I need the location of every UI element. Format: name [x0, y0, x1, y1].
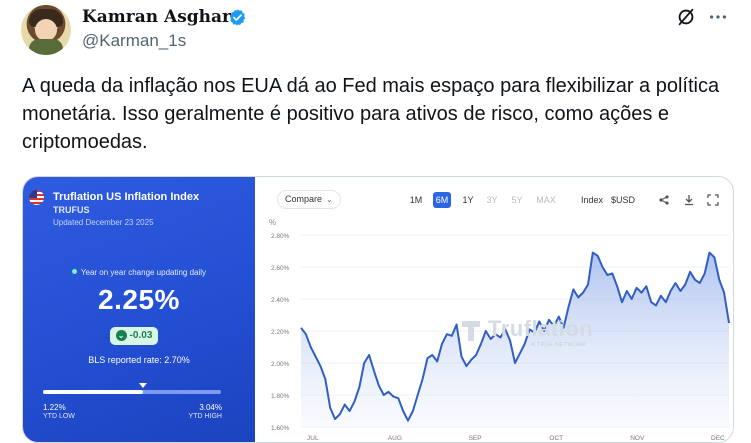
x-tick-label: SEP [469, 435, 482, 442]
x-tick-label: AUG [388, 435, 402, 442]
range-max[interactable]: MAX [536, 195, 556, 205]
index-title: Truflation US Inflation Index [53, 191, 200, 203]
change-badge: ⌄ -0.03 [110, 327, 158, 345]
y-tick-label: 1.60% [271, 425, 290, 432]
chart-panel: Compare ⌄ 1M 6M 1Y 3Y 5Y MAX Index $USD [255, 177, 734, 443]
index-value: 2.25% [98, 284, 180, 315]
chart-watermark-sub: A TRUF.NETWORK [531, 342, 587, 348]
author-avatar[interactable] [21, 5, 71, 55]
fullscreen-icon[interactable] [707, 194, 719, 206]
author-handle[interactable]: @Karman_1s [82, 31, 187, 50]
ytd-range-bar [43, 383, 221, 394]
chevron-down-icon: ⌄ [326, 195, 333, 204]
y-tick-label: 2.60% [271, 265, 290, 272]
range-3y[interactable]: 3Y [486, 195, 498, 205]
index-ticker: TRUFUS [53, 205, 90, 215]
truflation-logo-icon [462, 321, 480, 341]
ytd-current-marker [138, 383, 147, 388]
range-1m[interactable]: 1M [409, 195, 423, 205]
yoy-note-text: Year on year change updating daily [80, 268, 207, 277]
grok-icon[interactable] [675, 6, 697, 28]
compare-label: Compare [285, 194, 323, 204]
bls-rate: BLS reported rate: 2.70% [88, 355, 190, 365]
ytd-range-fill [43, 390, 143, 394]
y-tick-label: 2.00% [271, 361, 290, 368]
y-tick-label: 2.20% [271, 329, 290, 336]
x-tick-label: NOV [630, 435, 645, 442]
range-6m[interactable]: 6M [433, 192, 451, 208]
chart-series-line [300, 251, 730, 422]
chart-area-fill [301, 252, 729, 427]
ytd-low-value: 1.22% [43, 403, 66, 412]
live-dot-icon [71, 269, 77, 274]
index-updated: Updated December 23 2025 [53, 218, 154, 227]
y-axis-unit: % [269, 218, 276, 227]
y-axis-labels: 2.80% 2.60% 2.40% 2.20% 2.00% 1.80% 1.60% [271, 233, 290, 432]
more-icon[interactable] [707, 6, 729, 28]
download-icon[interactable] [683, 194, 695, 206]
media-card[interactable]: Truflation US Inflation Index TRUFUS Upd… [22, 176, 734, 443]
inflation-index-panel: Truflation US Inflation Index TRUFUS Upd… [23, 177, 255, 442]
x-tick-label: JUL [307, 435, 319, 442]
x-axis-labels: JUL AUG SEP OCT NOV DEC [307, 435, 725, 442]
chart-watermark: Truflation [488, 316, 594, 341]
index-toggle[interactable]: Index [581, 195, 604, 205]
compare-dropdown[interactable]: Compare ⌄ [277, 190, 341, 209]
yoy-note: Year on year change updating daily [23, 268, 255, 277]
y-tick-label: 2.40% [271, 297, 290, 304]
range-5y[interactable]: 5Y [511, 195, 523, 205]
change-value: -0.03 [129, 330, 153, 341]
verified-badge-icon [229, 9, 246, 26]
author-name[interactable]: Kamran Asghar [82, 7, 232, 27]
avatar-face [35, 19, 57, 41]
inflation-chart[interactable]: 2.80% 2.60% 2.40% 2.20% 2.00% 1.80% 1.60% JUL A… [263, 217, 734, 443]
chevron-down-icon: ⌄ [115, 330, 127, 341]
y-tick-label: 1.80% [271, 393, 290, 400]
us-flag-icon [29, 190, 44, 205]
y-tick-label: 2.80% [271, 233, 290, 240]
x-tick-label: OCT [549, 435, 563, 442]
share-icon[interactable] [658, 194, 670, 206]
ytd-high-value: 3.04% [199, 403, 222, 412]
tweet-text: A queda da inflação nos EUA dá ao Fed ma… [22, 75, 720, 153]
currency-toggle[interactable]: $USD [611, 195, 636, 205]
avatar-body [29, 39, 63, 55]
x-tick-label: DEC [711, 435, 725, 442]
ytd-low-label: YTD LOW [43, 413, 75, 420]
range-1y[interactable]: 1Y [462, 195, 474, 205]
ytd-high-label: YTD HIGH [188, 413, 222, 420]
